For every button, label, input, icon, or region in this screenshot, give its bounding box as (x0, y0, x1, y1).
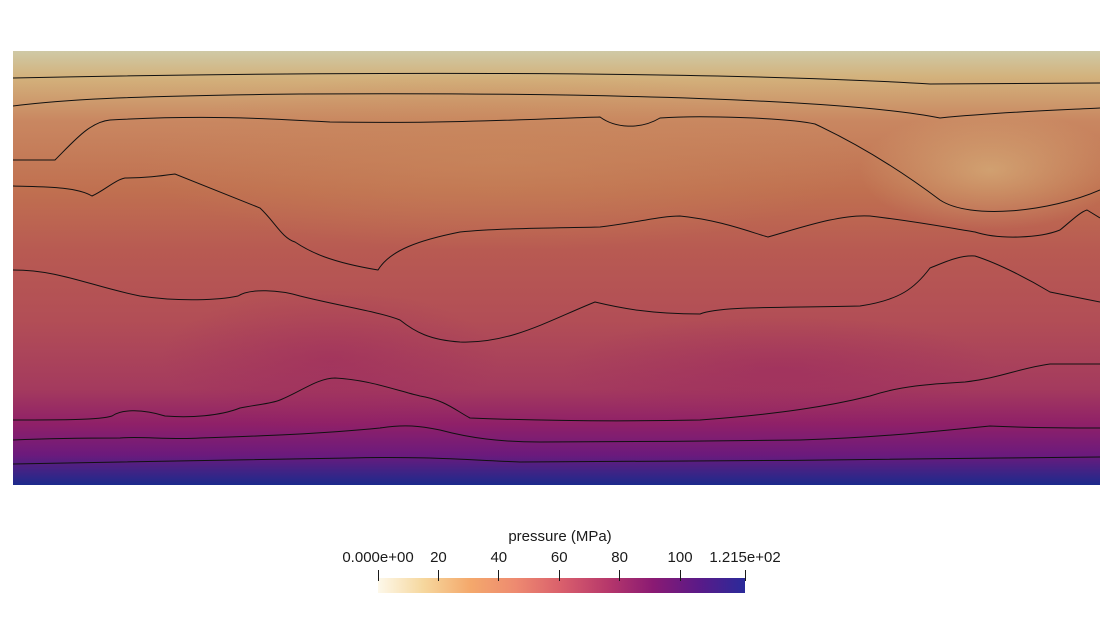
colorbar-tick (558, 570, 560, 581)
contour-line (13, 93, 1100, 119)
pressure-field (13, 51, 1100, 485)
contour-line (13, 456, 1100, 465)
colorbar-tick (437, 570, 439, 581)
colorbar-tick (619, 570, 621, 581)
colorbar-tick-label: 40 (490, 549, 508, 566)
colorbar-tick-label: 20 (430, 549, 447, 566)
contour-line (13, 116, 1100, 212)
colorbar-title: pressure (MPa) (508, 528, 612, 545)
colorbar-tick (679, 570, 681, 581)
contour-line (13, 72, 1100, 85)
contour-lines (13, 72, 1100, 465)
colorbar-tick (498, 570, 500, 581)
contour-line (13, 363, 1100, 422)
contour-line (13, 255, 1100, 343)
colorbar-tick-label: 1.215e+02 (709, 549, 781, 566)
colorbar-tick-label: 80 (611, 549, 628, 566)
colorbar-tick-label: 0.000e+00 (342, 549, 414, 566)
colorbar-tick (377, 570, 379, 581)
colorbar-tick (744, 570, 746, 581)
colorbar-tick-label: 60 (550, 549, 568, 566)
colorbar-legend: pressure (MPa) 0.000e+00 20 40 60 80 100 1.215… (300, 526, 820, 606)
colorbar-tick-label: 100 (667, 549, 693, 566)
contour-line (13, 173, 1100, 271)
colorbar-gradient (378, 578, 745, 593)
contour-line (13, 425, 1100, 443)
